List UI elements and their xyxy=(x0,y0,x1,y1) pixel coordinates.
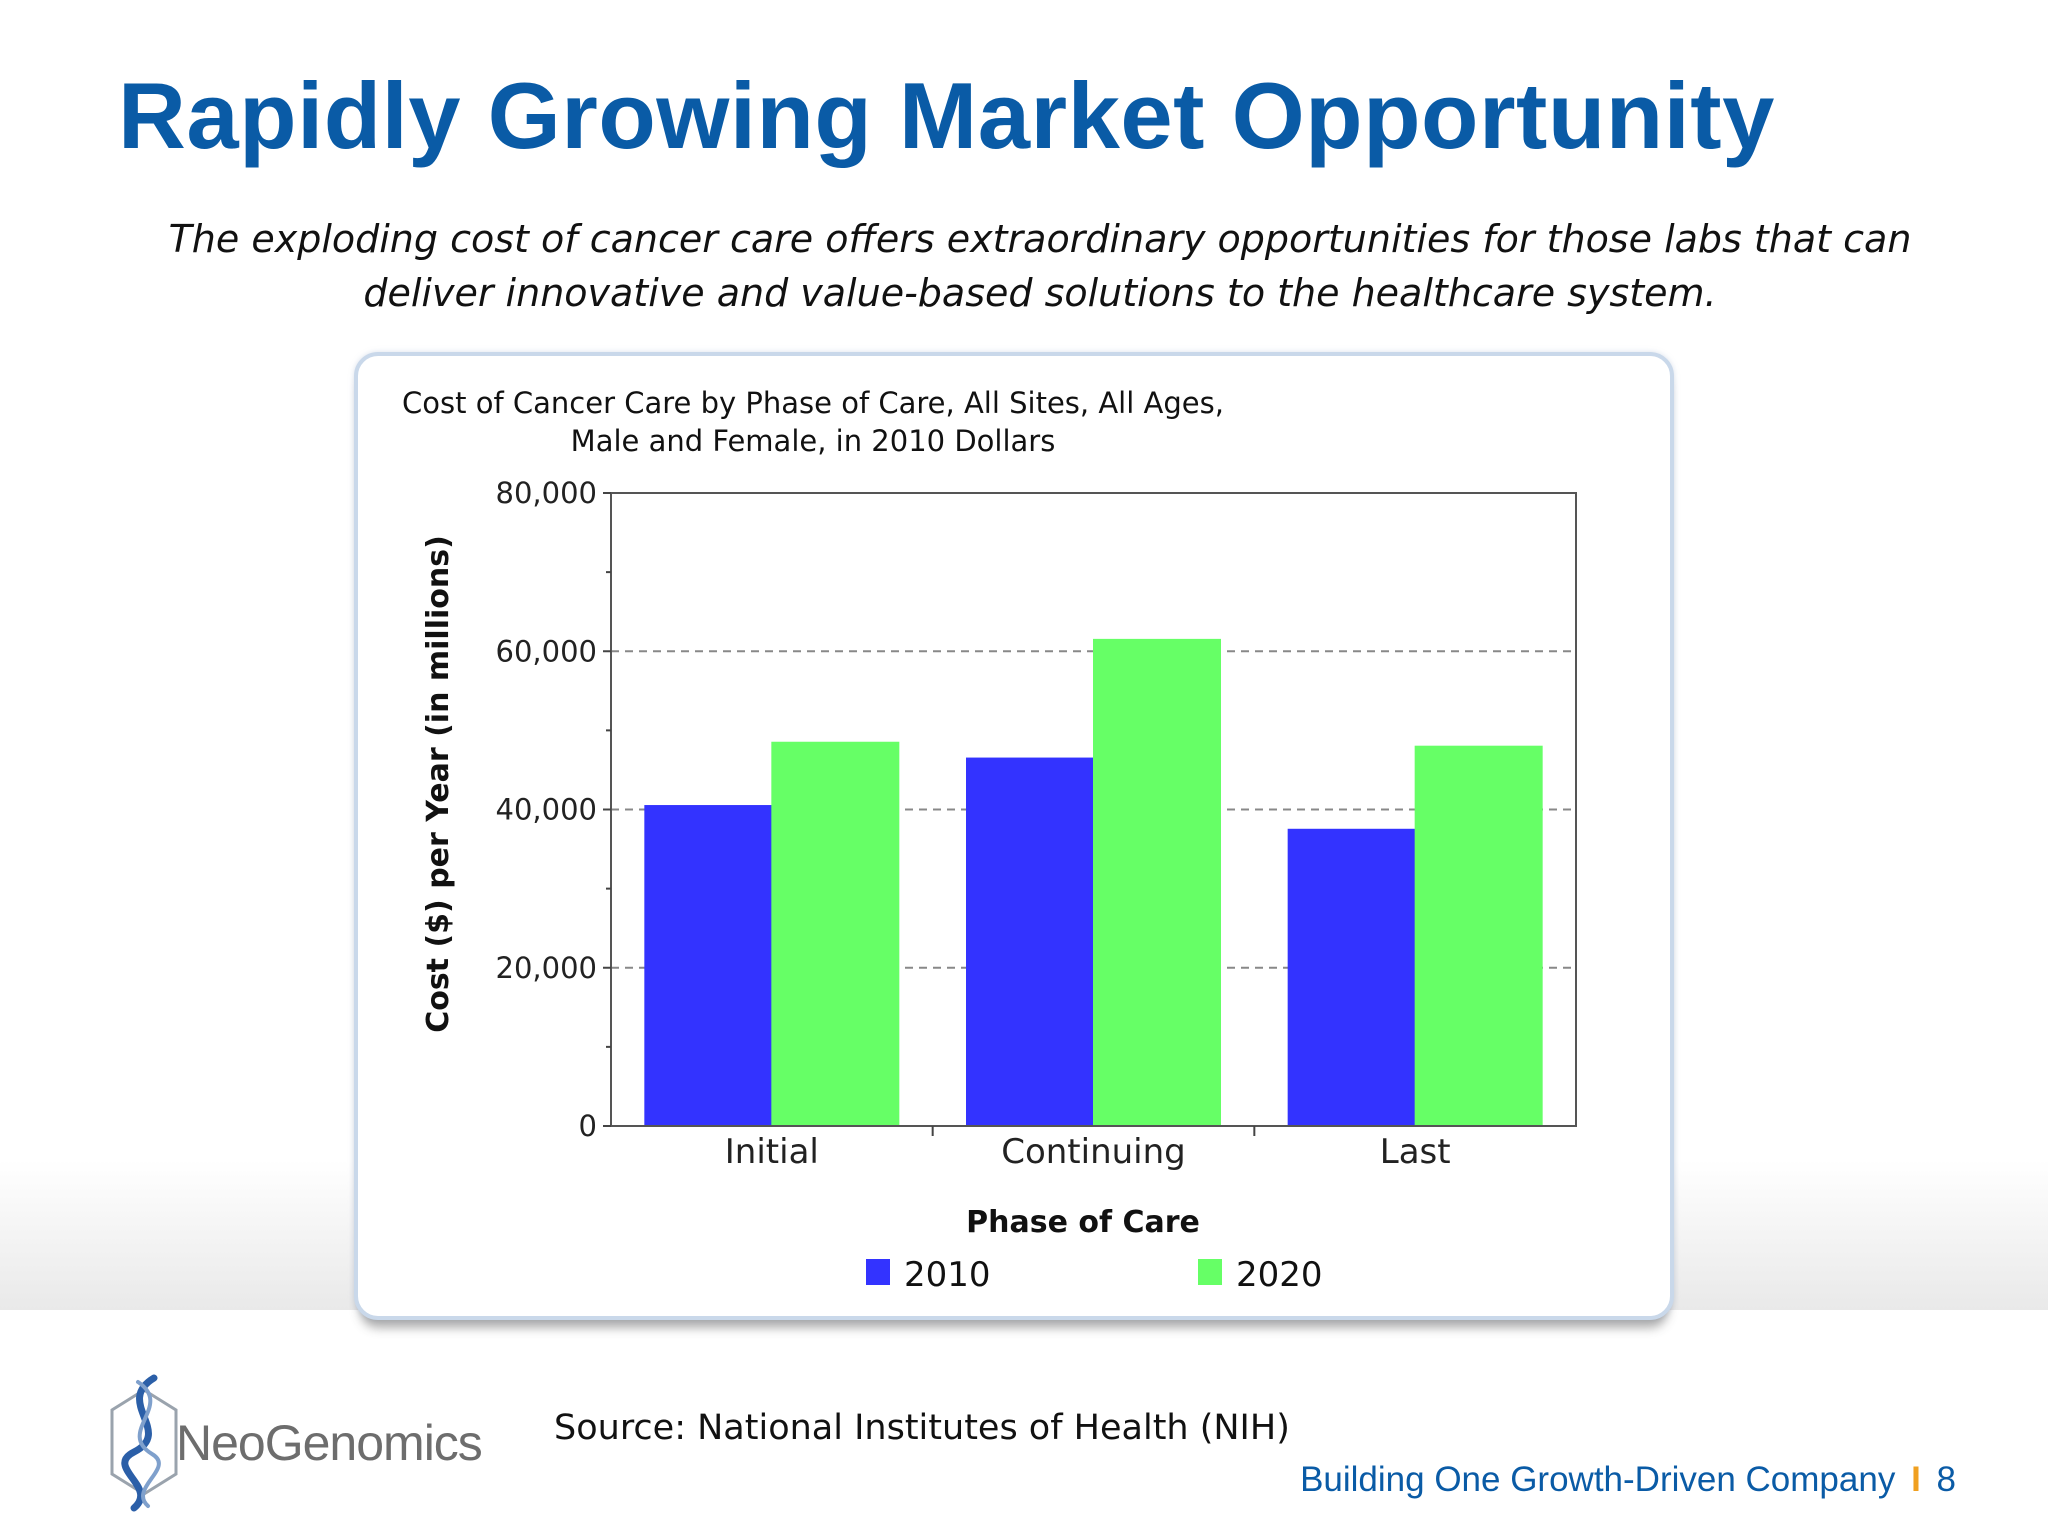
bar-last-2010 xyxy=(1287,828,1416,1127)
page-number: 8 xyxy=(1936,1460,1956,1499)
subtitle-line-1: The exploding cost of cancer care offers… xyxy=(168,217,1912,261)
bar-chart: Cost of Cancer Care by Phase of Care, Al… xyxy=(402,386,1577,1295)
footer: Building One Growth-Driven Company I 8 xyxy=(1300,1460,1956,1500)
y-axis-title: Cost ($) per Year (in millions) xyxy=(421,535,456,1033)
legend-label-2010: 2010 xyxy=(904,1255,991,1295)
background-footer xyxy=(0,1310,2048,1536)
legend: 2010 2020 xyxy=(866,1255,1323,1295)
x-tick-label-last: Last xyxy=(1380,1132,1451,1172)
x-axis-ticks: Initial Continuing Last xyxy=(725,1126,1451,1172)
logo-wordmark: NeoGenomics xyxy=(176,1415,483,1471)
y-tick-label-60000: 60,000 xyxy=(496,634,597,668)
legend-swatch-2010 xyxy=(866,1259,890,1285)
footer-tagline: Building One Growth-Driven Company xyxy=(1300,1460,1896,1499)
slide-title: Rapidly Growing Market Opportunity xyxy=(118,63,1775,168)
y-tick-label-20000: 20,000 xyxy=(496,951,597,985)
y-tick-label-40000: 40,000 xyxy=(496,793,597,827)
y-tick-label-80000: 80,000 xyxy=(496,476,597,510)
slide-subtitle: The exploding cost of cancer care offers… xyxy=(130,212,1950,320)
source-note: Source: National Institutes of Health (N… xyxy=(554,1408,1290,1448)
dna-helix-icon xyxy=(110,1374,178,1512)
neogenomics-logo: NeoGenomics xyxy=(104,1372,524,1512)
legend-swatch-2020 xyxy=(1198,1259,1222,1285)
x-tick-label-initial: Initial xyxy=(725,1132,819,1172)
chart-title-line-1: Cost of Cancer Care by Phase of Care, Al… xyxy=(402,386,1224,420)
legend-label-2020: 2020 xyxy=(1236,1255,1323,1295)
x-tick-label-continuing: Continuing xyxy=(1001,1132,1186,1172)
bar-continuing-2020 xyxy=(1093,638,1221,1127)
chart-card: Cost of Cancer Care by Phase of Care, Al… xyxy=(354,352,1674,1320)
bars xyxy=(644,638,1543,1127)
subtitle-line-2: deliver innovative and value-based solut… xyxy=(363,271,1717,315)
chart-title-line-2: Male and Female, in 2010 Dollars xyxy=(571,424,1056,458)
y-tick-label-0: 0 xyxy=(579,1109,597,1143)
footer-separator: I xyxy=(1911,1460,1921,1499)
bar-initial-2020 xyxy=(771,741,900,1127)
y-axis-ticks: 0 20,000 40,000 60,000 80,000 xyxy=(496,476,611,1143)
bar-initial-2010 xyxy=(644,805,773,1127)
bar-continuing-2010 xyxy=(966,757,1094,1127)
bar-last-2020 xyxy=(1414,745,1543,1127)
x-axis-title: Phase of Care xyxy=(966,1205,1200,1240)
